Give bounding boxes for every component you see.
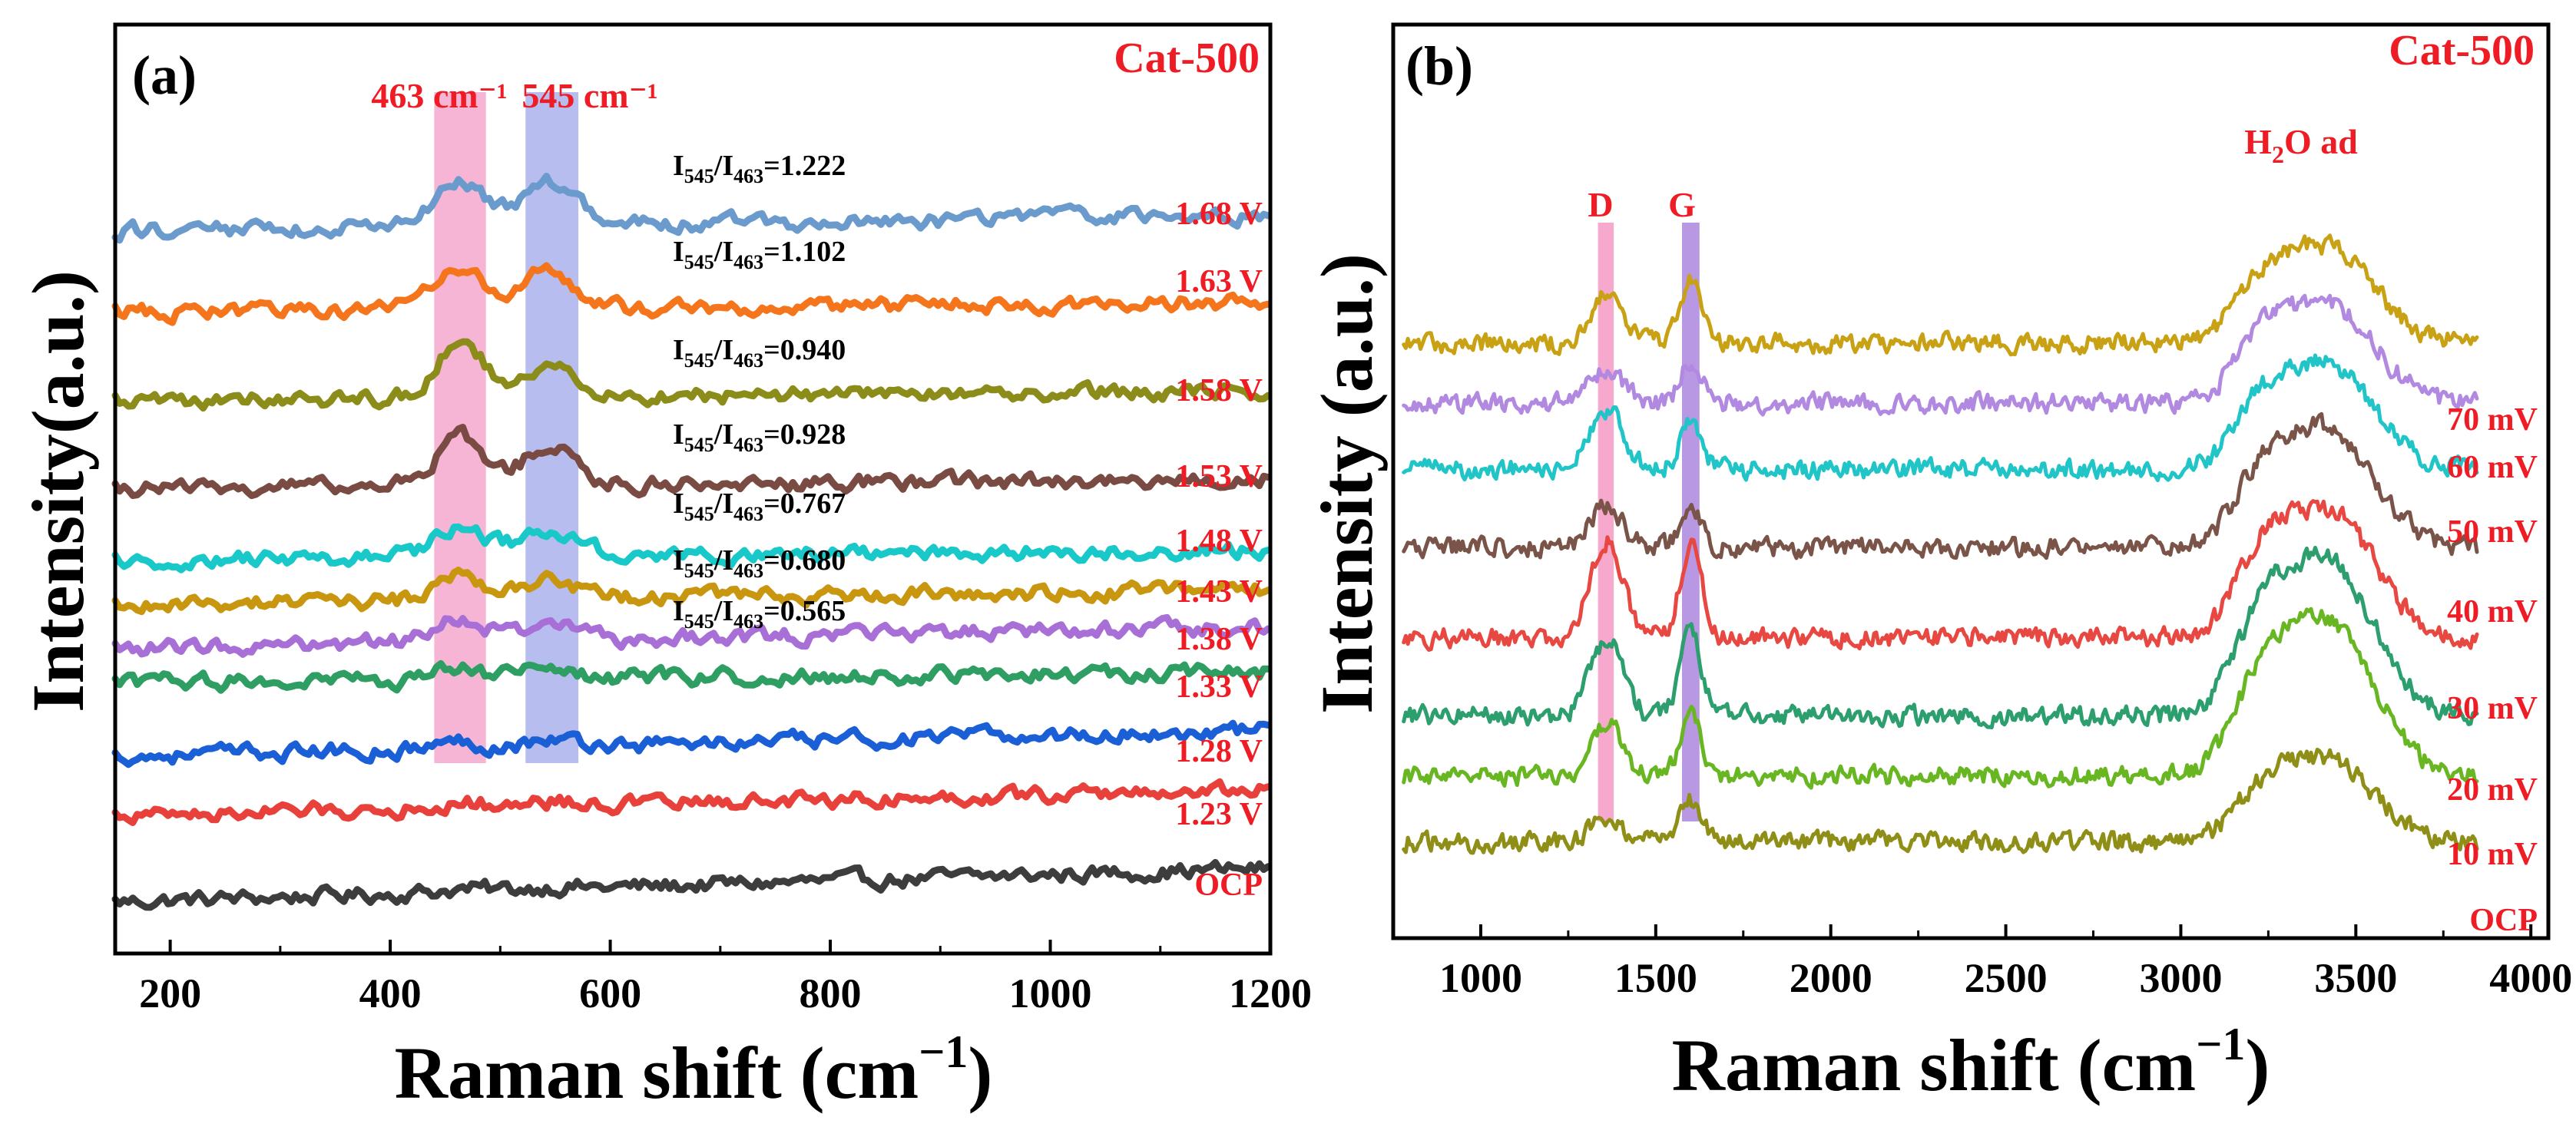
trace-1-38-v: [111, 613, 1272, 658]
ratio-label: I545/I463=0.680: [673, 544, 846, 582]
trace-40-mv: [1402, 411, 2479, 560]
series-label: 1.28 V: [1175, 734, 1263, 769]
panel-a-x-axis-title: Raman shift (cm−1): [395, 1026, 993, 1114]
trace-1-63-v: [111, 262, 1272, 326]
panel-b-plot-frame: [1391, 22, 2551, 940]
trace-10-mv: [1402, 606, 2479, 790]
water-label-subscript: 2: [2272, 140, 2284, 168]
x-axis-title-exponent: −1: [919, 1026, 968, 1077]
x-tick-label: 2500: [1965, 955, 2048, 1001]
panel-b-y-axis-title: Intensity (a.u.): [1306, 253, 1388, 714]
x-tick-label: 1200: [1229, 970, 1312, 1016]
series-label: 40 mV: [2447, 594, 2538, 630]
panel-b-traces: [1402, 233, 2479, 855]
trace-1-53-v: [111, 424, 1272, 500]
trace-ocp: [1402, 747, 2479, 855]
series-label: 1.43 V: [1175, 574, 1263, 610]
ratio-label: I545/I463=1.222: [673, 150, 846, 187]
trace-20-mv: [1402, 545, 2479, 729]
panel-b-x-axis: 1000 1500 2000 2500 3000 3500 4000: [1439, 924, 2572, 1001]
series-label: 1.58 V: [1175, 373, 1263, 408]
panel-a-catalyst-label: Cat-500: [1114, 35, 1260, 82]
trace-1-33-v: [111, 659, 1272, 694]
ratio-label: I545/I463=1.102: [673, 236, 846, 273]
water-label-h: H: [2244, 122, 2272, 161]
series-label: OCP: [2469, 903, 2538, 938]
trace-1-48-v: [111, 523, 1272, 573]
series-label: 50 mV: [2447, 514, 2538, 550]
x-tick-label: 1500: [1614, 955, 1697, 1001]
panel-a-ratio-labels: I545/I463=0.565 I545/I463=0.680 I545/I463=…: [673, 150, 846, 633]
x-tick-label: 1000: [1009, 970, 1092, 1016]
panel-b: 1000 1500 2000 2500 3000 3500 4000 OCP 10 mV 20 …: [1306, 22, 2572, 1106]
g-band-label: G: [1668, 185, 1696, 224]
x-axis-title-exponent: −1: [2196, 1019, 2245, 1069]
panel-b-label: (b): [1406, 35, 1473, 97]
highlight-band-2: [525, 92, 579, 763]
panel-a: 200 400 600 800 1000 1200 OCP 1.23 V 1.28 V 1.33…: [17, 22, 1312, 1114]
ratio-label: I545/I463=0.565: [673, 595, 846, 633]
series-label: 1.23 V: [1175, 797, 1263, 832]
trace-1-58-v: [111, 338, 1272, 412]
band-463-label: 463 cm⁻¹: [371, 76, 507, 115]
series-label: 1.68 V: [1175, 197, 1263, 232]
trace-1-68-v: [111, 173, 1272, 244]
ratio-label: I545/I463=0.928: [673, 418, 846, 456]
panel-b-series-labels: OCP 10 mV 20 mV 30 mV 40 mV 50 mV 60 mV 70 mV: [2447, 402, 2538, 938]
series-label: 70 mV: [2447, 402, 2538, 438]
series-label: 30 mV: [2447, 691, 2538, 726]
series-label: 20 mV: [2447, 772, 2538, 808]
series-label: 10 mV: [2447, 837, 2538, 872]
trace-1-28-v: [111, 719, 1272, 768]
water-label-rest: O ad: [2284, 122, 2358, 161]
panel-a-x-axis: 200 400 600 800 1000 1200: [139, 940, 1312, 1016]
series-label: 60 mV: [2447, 450, 2538, 485]
series-label: 1.38 V: [1175, 622, 1263, 657]
x-tick-label: 800: [800, 970, 862, 1016]
x-tick-label: 4000: [2489, 955, 2572, 1001]
water-adsorption-label: H2O ad: [2244, 122, 2358, 168]
x-tick-label: 400: [359, 970, 422, 1016]
panel-a-highlight-bands: [434, 92, 579, 763]
panel-b-catalyst-label: Cat-500: [2389, 27, 2535, 74]
panel-b-x-axis-title: Raman shift (cm−1): [1672, 1019, 2270, 1106]
trace-1-23-v: [111, 778, 1272, 826]
x-tick-label: 200: [139, 970, 201, 1016]
trace-60-mv: [1402, 293, 2479, 417]
d-band-label: D: [1588, 185, 1613, 224]
x-axis-title-close: ): [2245, 1024, 2270, 1106]
trace-70-mv: [1402, 233, 2479, 357]
series-label: 1.33 V: [1175, 669, 1263, 705]
x-tick-label: 1000: [1439, 955, 1522, 1001]
band-545-label: 545 cm⁻¹: [521, 76, 657, 115]
x-tick-label: 600: [579, 970, 641, 1016]
series-label: OCP: [1194, 868, 1263, 903]
panel-a-traces: [111, 173, 1272, 911]
ratio-label: I545/I463=0.940: [673, 334, 846, 372]
x-axis-title-text: Raman shift (cm: [395, 1032, 919, 1114]
panel-a-plot-frame: [113, 22, 1273, 956]
trace-50-mv: [1402, 353, 2479, 483]
panel-a-label: (a): [132, 45, 197, 106]
series-label: 1.63 V: [1175, 264, 1263, 299]
trace-ocp: [111, 858, 1272, 911]
panel-a-series-labels: OCP 1.23 V 1.28 V 1.33 V 1.38 V 1.43 V 1.48 V 1…: [1175, 197, 1263, 903]
trace-1-43-v: [111, 567, 1272, 616]
x-tick-label: 3000: [2139, 955, 2222, 1001]
series-label: 1.48 V: [1175, 524, 1263, 559]
x-tick-label: 3500: [2314, 955, 2397, 1001]
x-axis-title-text: Raman shift (cm: [1672, 1024, 2197, 1106]
series-label: 1.53 V: [1175, 459, 1263, 494]
trace-30-mv: [1402, 499, 2479, 652]
x-tick-label: 2000: [1790, 955, 1872, 1001]
panel-a-y-axis-title: Intensity(a.u.): [17, 270, 99, 712]
x-axis-title-close: ): [968, 1032, 992, 1114]
ratio-label: I545/I463=0.767: [673, 487, 846, 525]
